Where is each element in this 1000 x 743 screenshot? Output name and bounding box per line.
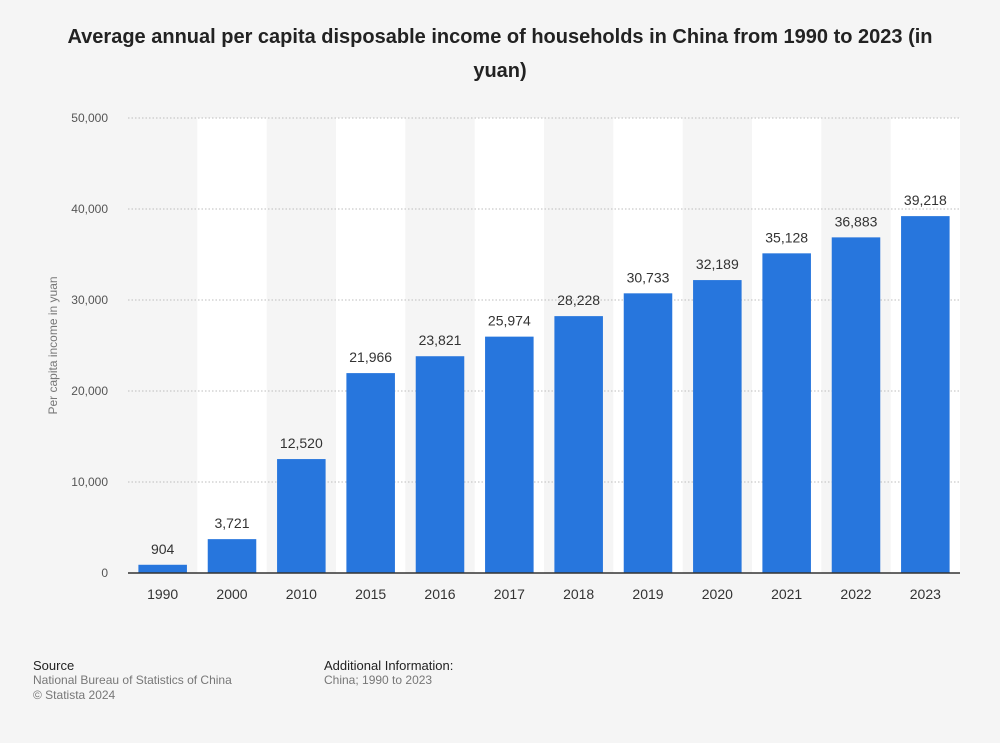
bar	[277, 459, 326, 573]
data-label: 25,974	[488, 313, 531, 329]
x-tick-label: 2015	[355, 586, 386, 602]
bar	[485, 336, 534, 573]
x-tick-label: 2019	[632, 586, 663, 602]
x-tick-label: 2010	[286, 586, 317, 602]
data-label: 35,128	[765, 229, 808, 245]
y-tick-label: 0	[101, 566, 108, 580]
x-tick-label: 2021	[771, 586, 802, 602]
x-tick-label: 2017	[494, 586, 525, 602]
bar	[831, 237, 881, 574]
data-label: 30,733	[627, 269, 670, 285]
data-label: 12,520	[280, 435, 323, 451]
bar	[138, 564, 187, 573]
bar	[415, 356, 465, 573]
source-heading: Source	[33, 658, 75, 673]
bar	[207, 539, 257, 573]
data-label: 23,821	[419, 332, 462, 348]
info-text: China; 1990 to 2023	[324, 673, 433, 687]
x-tick-label: 2016	[424, 586, 455, 602]
data-label: 39,218	[904, 192, 947, 208]
y-tick-label: 50,000	[71, 111, 108, 125]
x-tick-label: 1990	[147, 586, 178, 602]
info-heading: Additional Information:	[324, 658, 454, 673]
data-label: 904	[151, 541, 175, 557]
data-label: 21,966	[349, 349, 392, 365]
y-tick-label: 40,000	[71, 202, 108, 216]
bar	[693, 280, 742, 573]
column-band	[197, 118, 267, 573]
additional-info-block: Additional Information: China; 1990 to 2…	[324, 658, 453, 688]
copyright: © Statista 2024	[33, 688, 116, 702]
bar	[346, 373, 395, 573]
bar	[901, 216, 950, 573]
bar	[554, 316, 603, 573]
x-tick-label: 2000	[216, 586, 247, 602]
bar-chart: 0 10,000 20,000 30,000 40,000 50,000 904 1990 3,…	[46, 111, 960, 602]
bar	[623, 293, 673, 573]
source-name[interactable]: National Bureau of Statistics of China	[33, 673, 232, 687]
data-label: 28,228	[557, 292, 600, 308]
chart-title: Average annual per capita disposable inc…	[67, 26, 933, 82]
data-label: 32,189	[696, 256, 739, 272]
x-tick-label: 2020	[702, 586, 733, 602]
x-tick-label: 2023	[910, 586, 941, 602]
x-tick-label: 2018	[563, 586, 594, 602]
y-tick-label: 10,000	[71, 475, 108, 489]
source-block: Source National Bureau of Statistics of …	[33, 658, 232, 703]
x-tick-label: 2022	[840, 586, 871, 602]
bar	[762, 253, 811, 573]
y-tick-label: 20,000	[71, 384, 108, 398]
y-tick-label: 30,000	[71, 293, 108, 307]
data-label: 36,883	[835, 213, 878, 229]
y-axis-label: Per capita income in yuan	[46, 276, 60, 414]
data-label: 3,721	[214, 515, 249, 531]
